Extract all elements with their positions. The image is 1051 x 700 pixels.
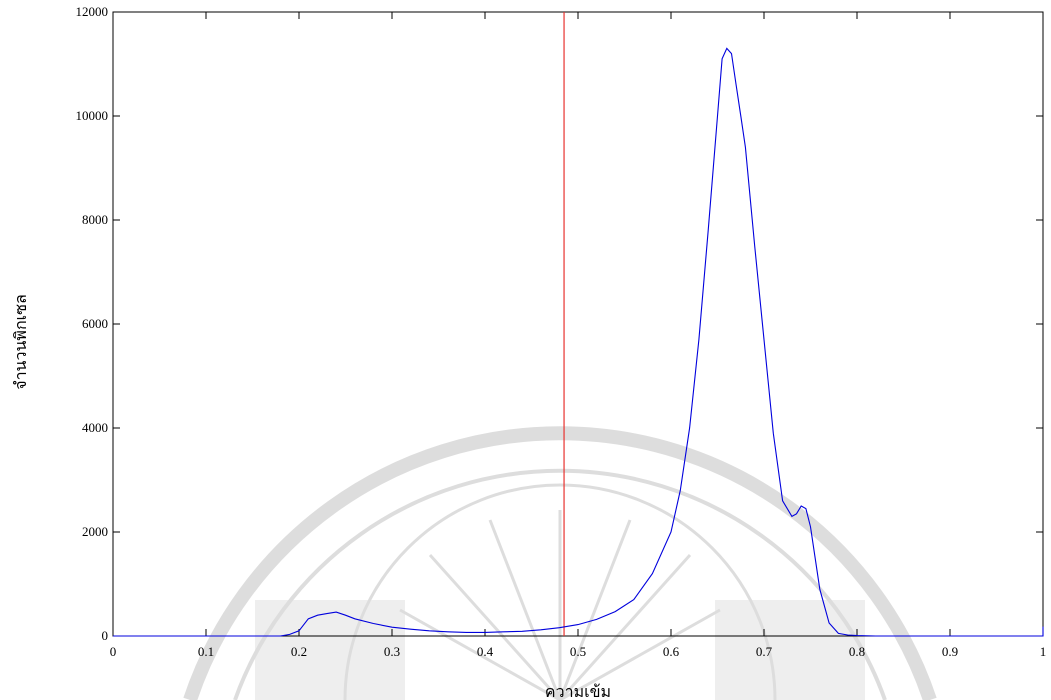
x-tick-label: 0.6 (663, 644, 680, 659)
x-tick-label: 0.1 (198, 644, 214, 659)
x-tick-label: 0.9 (942, 644, 958, 659)
x-tick-label: 0 (110, 644, 117, 659)
plot-area-frame (112, 11, 1044, 637)
university-seal-watermark-icon (183, 426, 937, 700)
x-tick-label: 0.7 (756, 644, 773, 659)
histogram-series-line (113, 47, 1044, 637)
x-tick-label: 0.4 (477, 644, 494, 659)
x-axis-label: ความเข้ม (545, 682, 611, 700)
x-tick-label: 0.2 (291, 644, 307, 659)
x-tick-label: 0.8 (849, 644, 865, 659)
y-tick-label: 6000 (82, 316, 108, 331)
y-tick-label: 8000 (82, 212, 108, 227)
y-tick-label: 0 (102, 628, 109, 643)
x-tick-label: 0.3 (384, 644, 400, 659)
y-tick-label: 12000 (76, 4, 109, 19)
y-tick-label: 2000 (82, 524, 108, 539)
y-tick-label: 4000 (82, 420, 108, 435)
y-tick-label: 10000 (76, 108, 109, 123)
x-tick-label: 0.5 (570, 644, 586, 659)
y-axis-label: จำนวนพิกเซล (11, 294, 30, 390)
x-tick-label: 1 (1040, 644, 1047, 659)
